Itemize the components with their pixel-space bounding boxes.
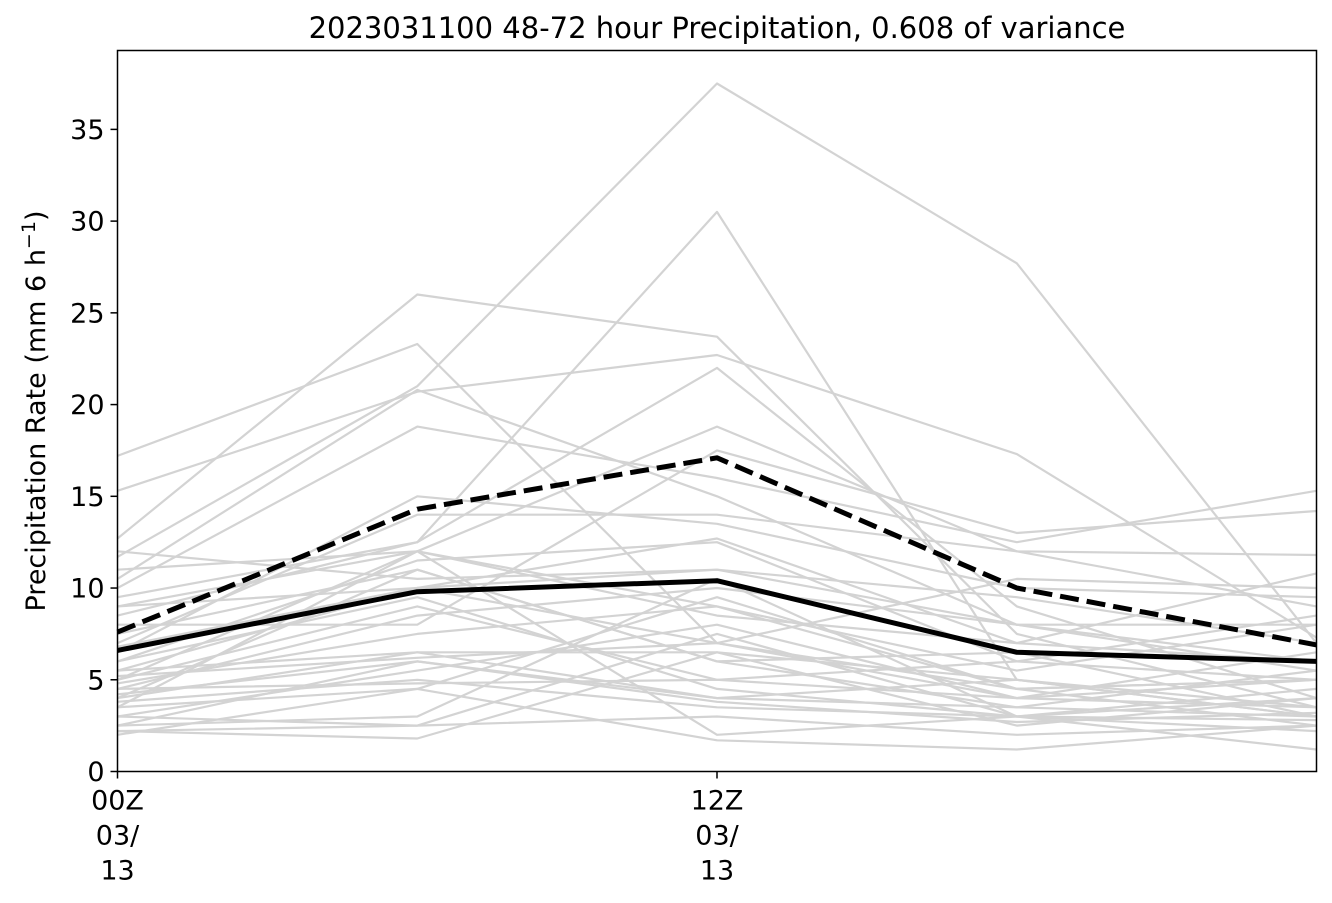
- x-tick-label-line: 12Z: [691, 786, 744, 817]
- member-line-7: [117, 366, 1317, 700]
- x-tick-label-line: 03/: [695, 821, 739, 852]
- y-tick-label-5: 5: [87, 665, 104, 696]
- x-axis: 00Z 03/13 12Z 03/13: [91, 771, 744, 887]
- y-tick-label-20: 20: [70, 390, 104, 421]
- member-line-22: [116, 550, 1317, 736]
- y-axis-label-close: ): [21, 211, 52, 222]
- member-line-29: [117, 687, 1317, 751]
- y-axis-label-main: Precipitation Rate (mm 6 h: [21, 249, 52, 611]
- member-line-40: [117, 660, 1317, 724]
- y-tick-label-0: 0: [87, 757, 104, 788]
- x-tick-label-line: 03/: [96, 821, 140, 852]
- x-tick-label-line: 13: [700, 856, 734, 887]
- highlight-series-lines: [116, 455, 1317, 664]
- y-axis-label-exponent: −1: [18, 221, 40, 249]
- member-line-10: [117, 449, 1317, 626]
- y-tick-label-15: 15: [70, 482, 104, 513]
- y-axis: 0 5 10 15 20 25 30 35: [70, 115, 118, 788]
- solid-series-line: [117, 578, 1317, 664]
- member-line-17: [117, 586, 1317, 690]
- member-line-33: [117, 596, 1317, 718]
- member-line-5: [116, 388, 1317, 672]
- member-line-4: [116, 82, 1318, 644]
- ensemble-member-lines: [116, 82, 1318, 751]
- x-tick-label-line: 00Z: [91, 786, 144, 817]
- member-line-38: [117, 537, 1317, 663]
- y-tick-label-10: 10: [70, 574, 104, 605]
- member-line-3: [116, 293, 1317, 709]
- dashed-series-line: [116, 455, 1317, 648]
- chart-title: 2023031100 48-72 hour Precipitation, 0.6…: [309, 11, 1126, 45]
- member-line-34: [117, 651, 1317, 709]
- member-line-9: [117, 210, 1317, 718]
- y-tick-label-30: 30: [70, 207, 104, 238]
- member-line-32: [117, 568, 1317, 718]
- x-tick-label-line: 13: [100, 856, 134, 887]
- member-line-35: [117, 605, 1317, 727]
- member-line-36: [117, 678, 1317, 751]
- y-tick-label-25: 25: [70, 298, 104, 329]
- x-tick-label-2: 12Z 03/13: [691, 786, 744, 887]
- y-tick-label-35: 35: [70, 115, 104, 146]
- x-tick-label-1: 00Z 03/13: [91, 786, 144, 887]
- member-line-2: [117, 353, 1318, 639]
- member-line-37: [117, 550, 1317, 645]
- member-line-27: [117, 651, 1317, 740]
- member-line-28: [117, 715, 1317, 736]
- y-axis-label: Precipitation Rate (mm 6 h−1): [18, 211, 52, 612]
- member-line-39: [117, 641, 1317, 691]
- member-line-24: [117, 632, 1317, 727]
